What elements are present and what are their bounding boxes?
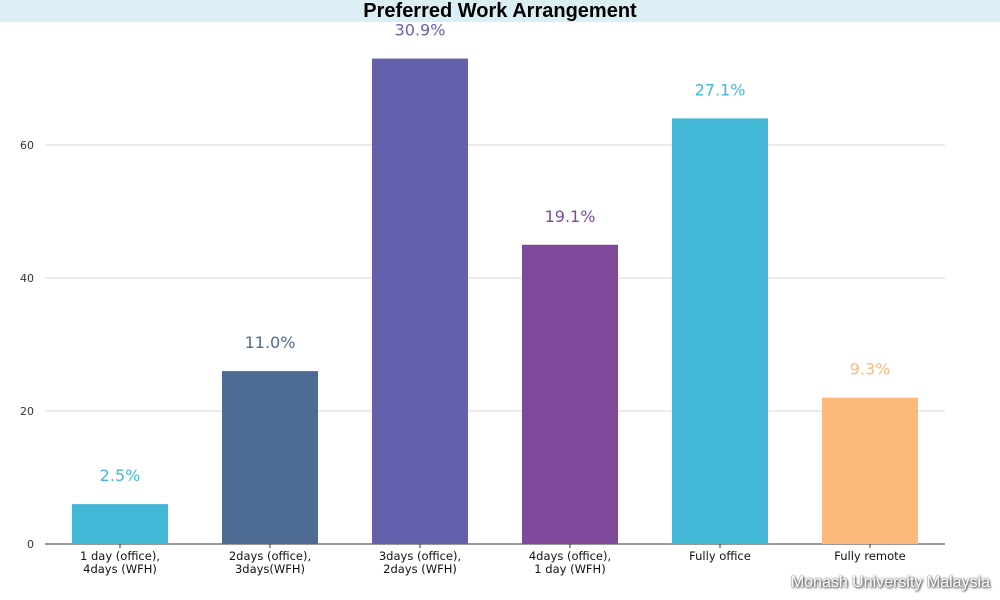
- bar: [822, 397, 918, 544]
- bar: [372, 58, 468, 545]
- x-tick-label: 2days (office),: [229, 549, 311, 563]
- x-tick-label: 4days (WFH): [83, 562, 157, 576]
- x-tick-label: 3days (office),: [379, 549, 461, 563]
- title-bar: [0, 0, 1000, 22]
- x-tick-label: 4days (office),: [529, 549, 611, 563]
- y-tick-label: 0: [27, 538, 34, 551]
- x-tick-label: 3days(WFH): [235, 562, 305, 576]
- data-label: 30.9%: [395, 21, 446, 40]
- data-label: 2.5%: [100, 466, 141, 485]
- x-tick-label: 1 day (office),: [80, 549, 160, 563]
- bar: [72, 504, 168, 544]
- bar: [522, 244, 618, 544]
- x-tick-label: Fully office: [689, 549, 751, 563]
- x-tick-label: 1 day (WFH): [534, 562, 605, 576]
- y-tick-label: 20: [20, 405, 34, 418]
- data-label: 19.1%: [545, 207, 596, 226]
- x-tick-label: 2days (WFH): [383, 562, 457, 576]
- watermark: Monash University Malaysia: [790, 574, 990, 591]
- data-label: 9.3%: [850, 360, 891, 379]
- y-tick-label: 60: [20, 139, 34, 152]
- chart-title: Preferred Work Arrangement: [363, 0, 637, 22]
- x-tick-label: Fully remote: [834, 549, 906, 563]
- data-label: 11.0%: [245, 333, 296, 352]
- bar: [222, 371, 318, 544]
- y-tick-label: 40: [20, 272, 34, 285]
- bar: [672, 118, 768, 545]
- data-label: 27.1%: [695, 80, 746, 99]
